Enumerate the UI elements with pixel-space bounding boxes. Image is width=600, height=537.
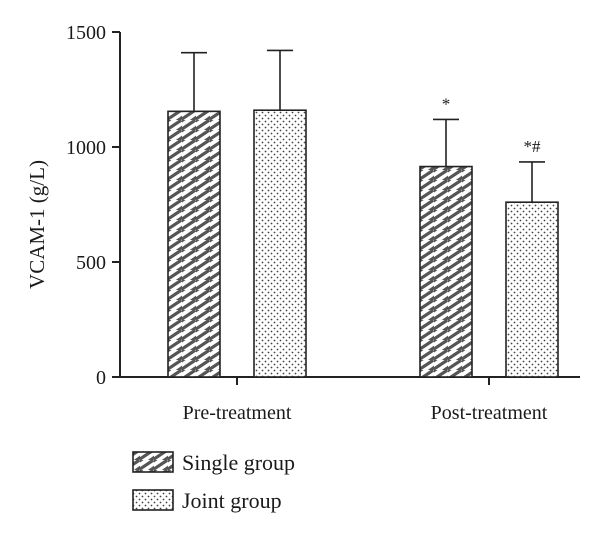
significance-annotation: *	[442, 94, 451, 113]
legend: Single group Joint group	[132, 450, 295, 513]
bar	[505, 201, 559, 378]
bar	[167, 110, 221, 378]
legend-swatch	[132, 451, 174, 473]
y-tick-label: 1500	[66, 22, 106, 44]
legend-label: Joint group	[182, 488, 282, 513]
legend-label: Single group	[182, 450, 295, 475]
bar	[419, 165, 473, 378]
bar	[253, 109, 307, 378]
y-tick-label: 0	[96, 367, 106, 389]
x-category-label: Pre-treatment	[183, 402, 292, 424]
legend-swatch	[132, 489, 174, 511]
y-axis-title: VCAM-1 (g/L)	[25, 160, 49, 289]
bars	[167, 49, 559, 378]
y-tick-label: 500	[76, 252, 106, 274]
labels: 0 500 1000 1500 VCAM-1 (g/L) Pre-treatment Pos…	[25, 22, 548, 424]
x-category-label: Post-treatment	[431, 402, 548, 424]
y-tick-label: 1000	[66, 137, 106, 159]
significance-annotation: *#	[524, 137, 542, 156]
